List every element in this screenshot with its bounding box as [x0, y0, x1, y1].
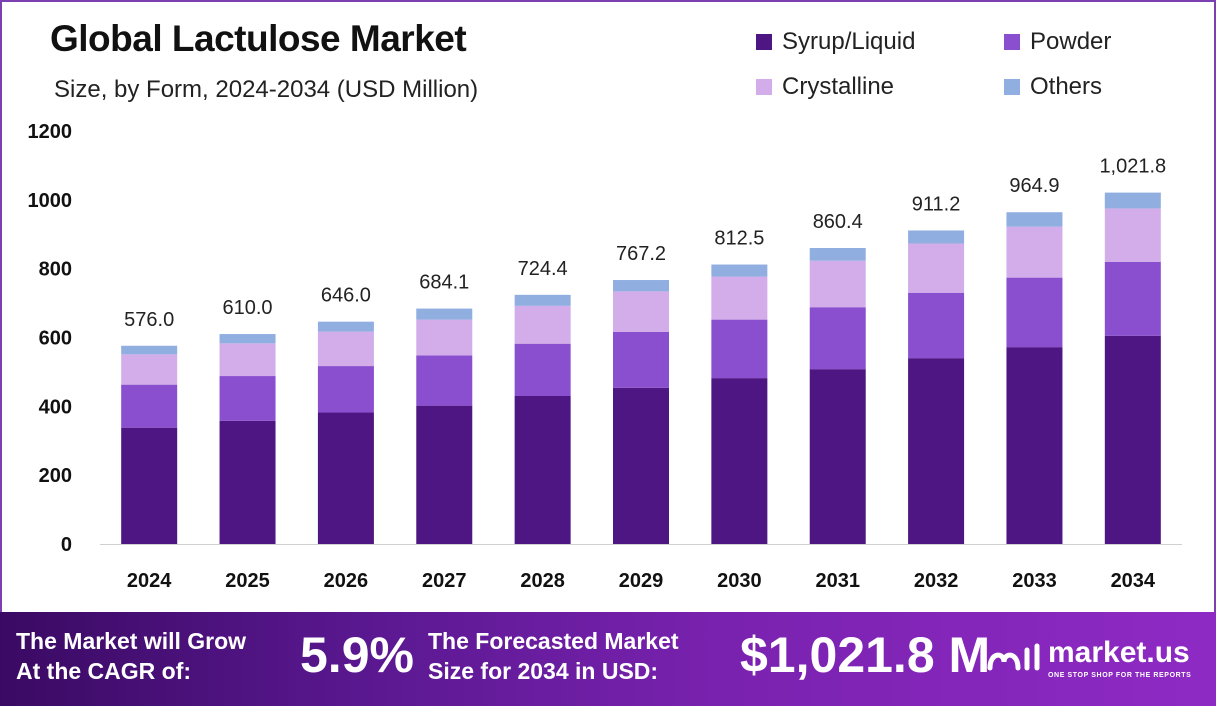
x-tick-label-2024: 2024	[127, 570, 172, 592]
bar-segment-syrup-liquid-2025	[219, 420, 276, 544]
bar-segment-syrup-liquid-2028	[514, 396, 571, 544]
bar-segment-others-2031	[809, 248, 866, 261]
bar-segment-syrup-liquid-2029	[613, 387, 669, 544]
bar-segment-crystalline-2034	[1104, 208, 1161, 262]
bar-segment-powder-2029	[613, 331, 669, 388]
bar-segment-powder-2030	[711, 319, 768, 379]
total-label-2030: 812.5	[714, 228, 764, 250]
y-tick-label: 400	[39, 396, 72, 418]
x-tick-label-2031: 2031	[815, 570, 860, 592]
forecast-value: $1,021.8 M	[740, 627, 991, 683]
y-tick-label: 1200	[28, 121, 73, 143]
forecast-label: The Forecasted Market Size for 2034 in U…	[428, 628, 679, 684]
bar-segment-powder-2032	[908, 292, 965, 359]
x-tick-label-2027: 2027	[422, 570, 467, 592]
legend-label: Syrup/Liquid	[782, 28, 916, 55]
bar-segment-others-2033	[1006, 212, 1063, 227]
legend: Syrup/Liquid Powder Crystalline Others	[756, 28, 1196, 108]
cagr-value: 5.9%	[300, 627, 414, 683]
bar-segment-others-2025	[219, 334, 276, 344]
bar-segment-powder-2026	[317, 366, 374, 413]
bar-segment-syrup-liquid-2033	[1006, 347, 1063, 544]
total-label-2026: 646.0	[321, 285, 371, 307]
cagr-label: The Market will Grow At the CAGR of:	[16, 628, 247, 684]
bar-segment-others-2028	[514, 294, 571, 306]
bar-segment-others-2034	[1104, 192, 1161, 209]
bar-segment-crystalline-2025	[219, 343, 276, 377]
bar-segment-powder-2031	[809, 307, 866, 370]
legend-label: Crystalline	[782, 73, 895, 100]
bar-segment-others-2024	[121, 345, 178, 355]
market-us-logo-icon	[987, 643, 1040, 671]
stacked-bar-chart: 0 200 400 600 800 1000 1200 576.0 2024 610.0 2025 6…	[28, 121, 1182, 592]
total-label-2034: 1,021.8	[1099, 156, 1166, 178]
total-label-2027: 684.1	[419, 272, 469, 294]
bar-segment-crystalline-2024	[121, 354, 178, 385]
x-tick-label-2030: 2030	[717, 570, 762, 592]
brand-name: market.us	[1048, 636, 1190, 669]
bar-segment-crystalline-2032	[908, 243, 965, 293]
bar-segment-crystalline-2028	[514, 305, 571, 344]
total-label-2024: 576.0	[124, 309, 174, 331]
bar-segment-others-2027	[416, 308, 473, 320]
bar-segment-crystalline-2029	[613, 291, 669, 332]
x-tick-label-2028: 2028	[520, 570, 565, 592]
chart-subtitle: Size, by Form, 2024-2034 (USD Million)	[54, 76, 479, 103]
bar-segment-powder-2027	[416, 355, 473, 406]
y-tick-label: 1000	[28, 190, 73, 212]
bar-segment-crystalline-2030	[711, 276, 768, 320]
y-tick-label: 0	[61, 534, 72, 556]
bar-segment-syrup-liquid-2026	[317, 412, 374, 544]
y-tick-label: 200	[39, 465, 72, 487]
chart-title: Global Lactulose Market	[50, 18, 467, 59]
x-tick-label-2033: 2033	[1012, 570, 1057, 592]
bar-segment-crystalline-2026	[317, 331, 374, 367]
bar-segment-syrup-liquid-2032	[908, 358, 965, 544]
total-label-2029: 767.2	[616, 243, 666, 265]
legend-swatch	[1004, 79, 1020, 95]
total-label-2031: 860.4	[813, 211, 863, 233]
bar-segment-syrup-liquid-2034	[1104, 335, 1161, 544]
brand-logo[interactable]: market.us ONE STOP SHOP FOR THE REPORTS	[986, 636, 1206, 686]
bar-segment-powder-2034	[1104, 261, 1161, 336]
x-tick-label-2025: 2025	[225, 570, 270, 592]
y-tick-label: 600	[39, 328, 72, 350]
x-tick-label-2032: 2032	[914, 570, 959, 592]
bar-segment-crystalline-2031	[809, 260, 866, 308]
total-label-2033: 964.9	[1009, 175, 1059, 197]
bar-segment-others-2029	[613, 280, 669, 292]
bar-segment-syrup-liquid-2030	[711, 378, 768, 544]
bar-segment-others-2030	[711, 264, 768, 277]
y-tick-label: 800	[39, 259, 72, 281]
legend-label: Powder	[1030, 28, 1112, 55]
legend-swatch	[756, 79, 772, 95]
bar-segment-others-2026	[317, 321, 374, 332]
x-tick-label-2034: 2034	[1111, 570, 1156, 592]
total-label-2025: 610.0	[223, 297, 273, 319]
bar-segment-powder-2024	[121, 384, 178, 428]
bar-segment-syrup-liquid-2024	[121, 427, 178, 544]
bar-segment-powder-2033	[1006, 277, 1063, 348]
x-tick-label-2026: 2026	[324, 570, 369, 592]
bar-segment-crystalline-2027	[416, 319, 473, 356]
brand-tagline: ONE STOP SHOP FOR THE REPORTS	[1048, 672, 1192, 679]
bar-segment-powder-2028	[514, 343, 571, 397]
legend-item-syrup-liquid: Syrup/Liquid	[756, 28, 915, 56]
legend-swatch	[1004, 34, 1020, 50]
bar-segment-powder-2025	[219, 376, 276, 421]
total-label-2028: 724.4	[518, 258, 568, 280]
legend-item-crystalline: Crystalline	[756, 73, 894, 101]
total-label-2032: 911.2	[912, 193, 961, 215]
legend-item-powder: Powder	[1004, 28, 1111, 56]
bar-segment-syrup-liquid-2027	[416, 405, 473, 544]
legend-swatch	[756, 34, 772, 50]
footer-banner: The Market will Grow At the CAGR of: 5.9…	[0, 612, 1216, 706]
bar-segment-others-2032	[908, 230, 965, 244]
bar-segment-syrup-liquid-2031	[809, 369, 866, 544]
legend-item-others: Others	[1004, 73, 1102, 101]
bar-segment-crystalline-2033	[1006, 226, 1063, 278]
legend-label: Others	[1030, 73, 1103, 100]
x-tick-label-2029: 2029	[619, 570, 664, 592]
